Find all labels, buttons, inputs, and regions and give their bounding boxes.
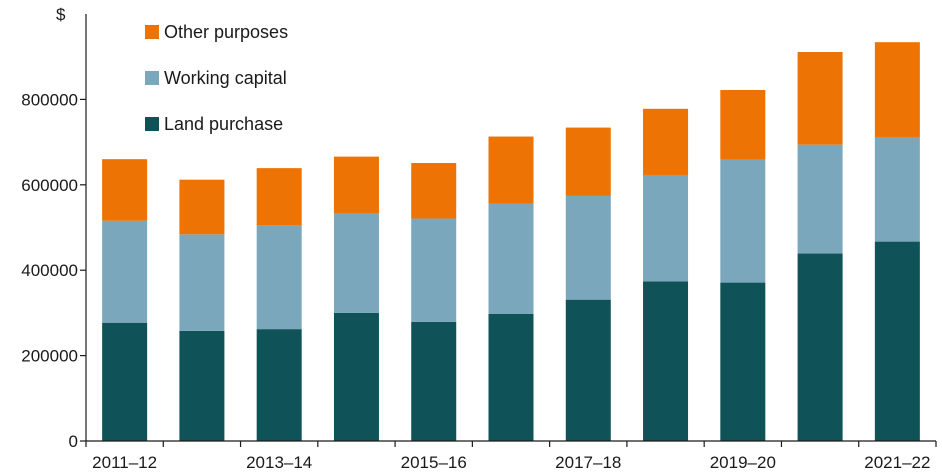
- bar-land-purchase: [411, 321, 457, 441]
- bar-land-purchase: [565, 299, 611, 441]
- bar-other-purposes: [411, 163, 457, 219]
- bar-other-purposes: [179, 179, 225, 235]
- bar-land-purchase: [488, 313, 534, 441]
- legend-swatch: [145, 71, 159, 85]
- bar-working-capital: [488, 203, 534, 314]
- legend-label: Land purchase: [164, 114, 283, 134]
- bar-land-purchase: [720, 282, 766, 441]
- bar-land-purchase: [333, 312, 379, 441]
- bar-working-capital: [565, 195, 611, 300]
- y-tick-label: 800000: [21, 90, 78, 109]
- x-tick-label: 2019–20: [710, 453, 776, 472]
- bar-working-capital: [720, 159, 766, 283]
- bar-other-purposes: [102, 159, 148, 221]
- x-tick-label: 2021–22: [864, 453, 930, 472]
- bar-other-purposes: [256, 168, 302, 226]
- x-tick-label: 2013–14: [246, 453, 312, 472]
- bar-land-purchase: [179, 330, 225, 441]
- bar-other-purposes: [643, 108, 689, 175]
- bar-other-purposes: [488, 136, 534, 204]
- x-tick-label: 2011–12: [92, 453, 157, 472]
- bar-working-capital: [874, 136, 920, 242]
- bar-working-capital: [179, 234, 225, 331]
- legend: Other purposes Working capital Land purcha…: [145, 22, 288, 134]
- bar-other-purposes: [565, 127, 611, 196]
- bar-land-purchase: [874, 241, 920, 441]
- bar-working-capital: [102, 220, 148, 323]
- bar-land-purchase: [643, 281, 689, 441]
- x-tick-label: 2015–16: [401, 453, 467, 472]
- bar-land-purchase: [797, 253, 843, 441]
- y-tick-label: 0: [69, 432, 78, 451]
- bar-land-purchase: [256, 329, 302, 441]
- legend-label: Working capital: [164, 68, 287, 88]
- axes-layer: 0 200000 400000 600000 800000 2011–12 2013–14 2…: [21, 14, 937, 472]
- bar-other-purposes: [797, 52, 843, 145]
- bar-working-capital: [411, 218, 457, 322]
- bar-working-capital: [256, 225, 302, 330]
- bar-working-capital: [333, 213, 379, 313]
- bar-other-purposes: [333, 156, 379, 214]
- bar-land-purchase: [102, 322, 148, 441]
- bars-layer: [102, 42, 920, 441]
- bar-working-capital: [797, 144, 843, 254]
- y-axis-unit-label: $: [56, 5, 66, 24]
- y-tick-label: 600000: [21, 176, 78, 195]
- x-tick-label: 2017–18: [555, 453, 621, 472]
- legend-label: Other purposes: [164, 22, 288, 42]
- legend-swatch: [145, 117, 159, 131]
- y-tick-label: 400000: [21, 261, 78, 280]
- bar-other-purposes: [720, 90, 766, 160]
- y-tick-label: 200000: [21, 347, 78, 366]
- bar-other-purposes: [874, 42, 920, 137]
- legend-swatch: [145, 25, 159, 39]
- bar-working-capital: [643, 174, 689, 282]
